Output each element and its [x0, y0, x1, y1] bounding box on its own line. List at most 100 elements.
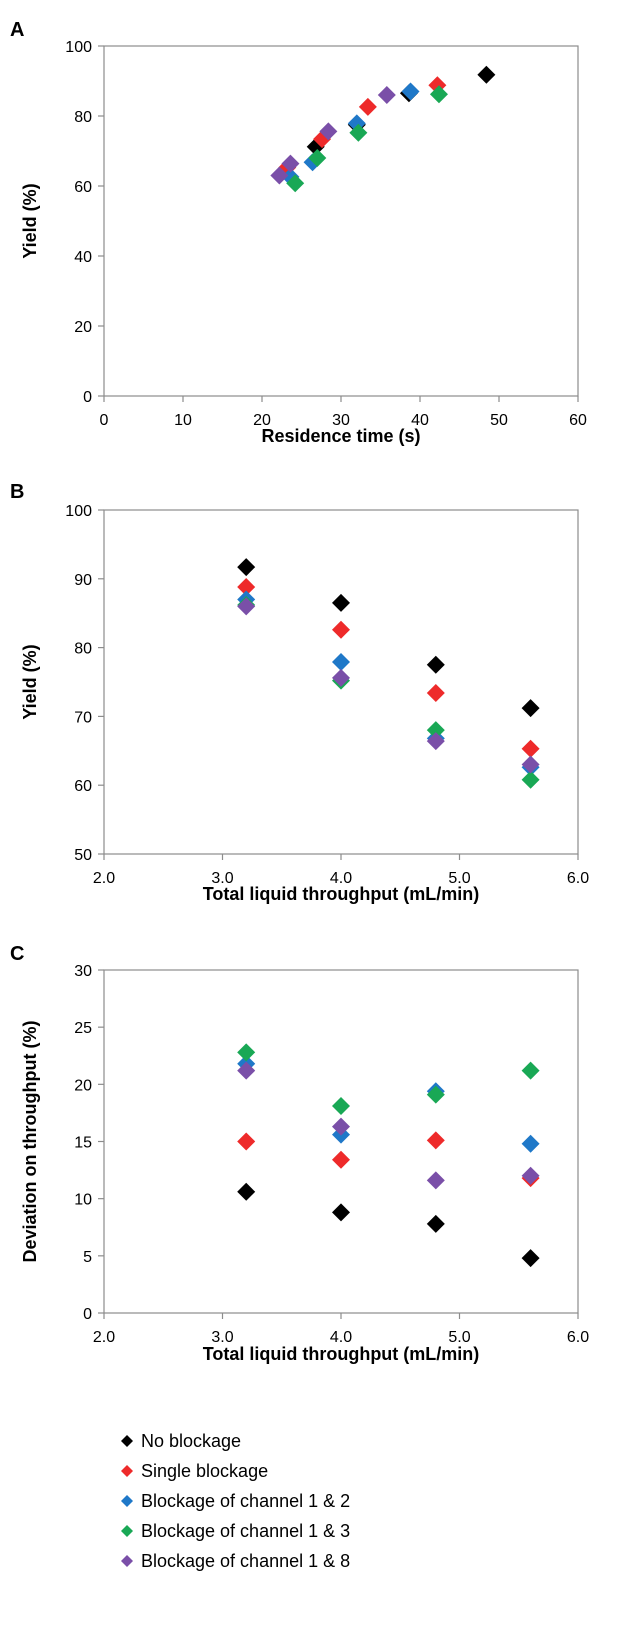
y-tick-label: 25 [74, 1020, 92, 1037]
data-point-series-3 [401, 82, 420, 101]
data-point-series-5 [237, 597, 256, 616]
panel-letter: A [10, 19, 24, 41]
x-tick-label: 2.0 [93, 870, 115, 887]
data-point-series-4 [429, 85, 448, 104]
y-tick-label: 0 [83, 1306, 92, 1323]
x-tick-label: 60 [569, 412, 587, 429]
legend-entry: Blockage of channel 1 & 2 [141, 1491, 350, 1511]
x-tick-label: 3.0 [211, 870, 233, 887]
y-tick-label: 60 [74, 778, 92, 795]
y-tick-label: 100 [65, 39, 92, 56]
x-tick-label: 0 [100, 412, 109, 429]
y-tick-label: 50 [74, 847, 92, 864]
y-tick-label: 90 [74, 572, 92, 589]
data-point-series-1 [521, 1249, 540, 1268]
x-tick-label: 40 [411, 412, 429, 429]
data-point-series-4 [237, 1043, 256, 1062]
x-tick-label: 20 [253, 412, 271, 429]
data-point-series-2 [426, 684, 445, 703]
y-tick-label: 80 [74, 109, 92, 126]
x-tick-label: 4.0 [330, 870, 352, 887]
legend-marker [121, 1555, 133, 1567]
data-point-series-2 [332, 620, 350, 639]
data-point-series-5 [281, 154, 300, 173]
legend-entry: Blockage of channel 1 & 3 [141, 1521, 350, 1541]
data-point-series-4 [521, 770, 540, 789]
data-point-series-3 [332, 653, 350, 672]
data-point-series-4 [426, 1085, 445, 1104]
x-tick-label: 2.0 [93, 1329, 115, 1346]
data-point-series-5 [521, 755, 540, 774]
data-point-series-5 [237, 1061, 256, 1080]
y-tick-label: 20 [74, 1077, 92, 1094]
x-axis-label: Residence time (s) [261, 426, 420, 446]
data-point-series-3 [347, 114, 366, 133]
y-axis-label: Yield (%) [20, 183, 40, 258]
y-axis-label: Yield (%) [20, 644, 40, 719]
data-point-series-1 [477, 65, 496, 84]
x-tick-label: 30 [332, 412, 350, 429]
data-point-series-2 [237, 578, 256, 597]
y-tick-label: 100 [65, 503, 92, 520]
data-point-series-5 [319, 122, 338, 141]
legend-entry: No blockage [141, 1431, 241, 1451]
data-point-series-2 [521, 739, 540, 758]
legend: No blockage Single blockage Blockage of ch… [121, 1431, 350, 1571]
y-tick-label: 70 [74, 709, 92, 726]
legend-entry: Single blockage [141, 1461, 268, 1481]
data-point-series-1 [332, 593, 350, 612]
data-point-series-2 [358, 97, 377, 116]
data-point-series-5 [426, 732, 445, 751]
data-point-series-2 [237, 1132, 256, 1151]
legend-marker [121, 1525, 133, 1537]
x-tick-label: 50 [490, 412, 508, 429]
y-axis-label: Deviation on throughput (%) [20, 1021, 40, 1263]
legend-marker [121, 1435, 133, 1447]
data-point-series-5 [426, 1171, 445, 1190]
y-tick-label: 5 [83, 1249, 92, 1266]
data-point-series-4 [349, 123, 368, 142]
x-tick-label: 4.0 [330, 1329, 352, 1346]
y-tick-label: 60 [74, 179, 92, 196]
x-tick-label: 5.0 [448, 1329, 470, 1346]
data-point-series-4 [426, 721, 445, 740]
x-tick-label: 6.0 [567, 1329, 589, 1346]
data-point-series-1 [332, 1203, 350, 1222]
plot-frame [103, 45, 579, 397]
chart-panel-a: A 0 10 20 30 40 50 60 0 20 40 60 80 100 Residence time… [10, 19, 587, 446]
x-tick-label: 10 [174, 412, 192, 429]
data-point-series-5 [270, 166, 289, 185]
y-tick-label: 15 [74, 1135, 92, 1152]
data-point-series-4 [286, 174, 305, 193]
data-point-series-2 [332, 1150, 350, 1169]
x-tick-label: 6.0 [567, 870, 589, 887]
legend-marker [121, 1495, 133, 1507]
y-tick-label: 40 [74, 249, 92, 266]
chart-panel-c: C 2.0 3.0 4.0 5.0 6.0 0 5 10 15 20 25 30 Total liquid… [10, 943, 589, 1364]
data-point-series-1 [426, 1214, 445, 1233]
data-point-series-5 [332, 668, 350, 687]
legend-marker [121, 1465, 133, 1477]
x-axis-label: Total liquid throughput (mL/min) [203, 1344, 480, 1364]
x-axis-label: Total liquid throughput (mL/min) [203, 884, 480, 904]
x-tick-label: 3.0 [211, 1329, 233, 1346]
y-tick-label: 0 [83, 389, 92, 406]
chart-panel-b: B 2.0 3.0 4.0 5.0 6.0 50 60 70 80 90 100 Total liqui… [10, 481, 589, 904]
data-point-series-5 [521, 1166, 540, 1185]
panel-letter: B [10, 481, 24, 503]
y-tick-label: 30 [74, 963, 92, 980]
data-point-series-1 [521, 699, 540, 718]
x-tick-label: 5.0 [448, 870, 470, 887]
y-tick-label: 10 [74, 1192, 92, 1209]
y-tick-label: 20 [74, 319, 92, 336]
data-point-series-1 [237, 558, 256, 577]
data-point-series-4 [308, 149, 327, 167]
y-tick-label: 80 [74, 641, 92, 658]
data-point-series-1 [237, 1182, 256, 1201]
data-point-series-3 [521, 1134, 540, 1153]
data-point-series-5 [332, 1117, 350, 1136]
data-point-series-5 [377, 86, 396, 104]
panel-letter: C [10, 943, 24, 965]
legend-entry: Blockage of channel 1 & 8 [141, 1551, 350, 1571]
